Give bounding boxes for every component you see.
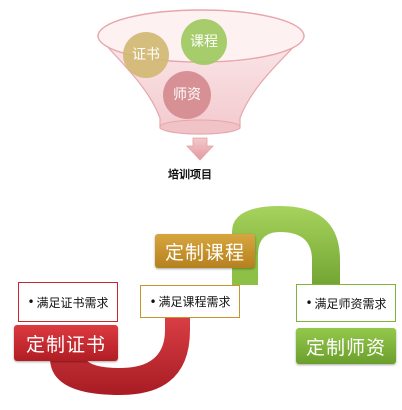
- bullet-icon: •: [149, 294, 157, 309]
- down-arrow: [186, 137, 214, 161]
- step-certificate-need: • 满足证书需求: [18, 282, 118, 322]
- circle-teacher-label: 师资: [173, 87, 201, 103]
- step-teacher-need-text: 满足师资需求: [314, 296, 387, 311]
- step-course-need-text: 满足课程需求: [158, 295, 231, 309]
- bullet-icon: •: [27, 295, 35, 309]
- bullet-icon: •: [305, 296, 313, 310]
- step-teacher-title: 定制师资: [296, 328, 396, 364]
- funnel: [96, 9, 306, 135]
- step-certificate-title: 定制证书: [14, 325, 118, 361]
- step-course-title: 定制课程: [155, 234, 255, 268]
- circle-course-label: 课程: [190, 34, 218, 50]
- red-arc: [50, 305, 190, 395]
- circle-certificate: [123, 32, 169, 78]
- circle-certificate-label: 证书: [132, 47, 160, 63]
- circle-course: [181, 19, 227, 65]
- funnel-caption: 培训项目: [168, 168, 212, 181]
- step-course-need: • 满足课程需求: [140, 285, 240, 318]
- circle-teacher: [163, 71, 211, 119]
- green-arc: [232, 206, 340, 292]
- step-teacher-need: • 满足师资需求: [296, 284, 396, 322]
- funnel-bottom-rim: [159, 119, 241, 135]
- step-certificate-need-text: 满足证书需求: [36, 295, 109, 310]
